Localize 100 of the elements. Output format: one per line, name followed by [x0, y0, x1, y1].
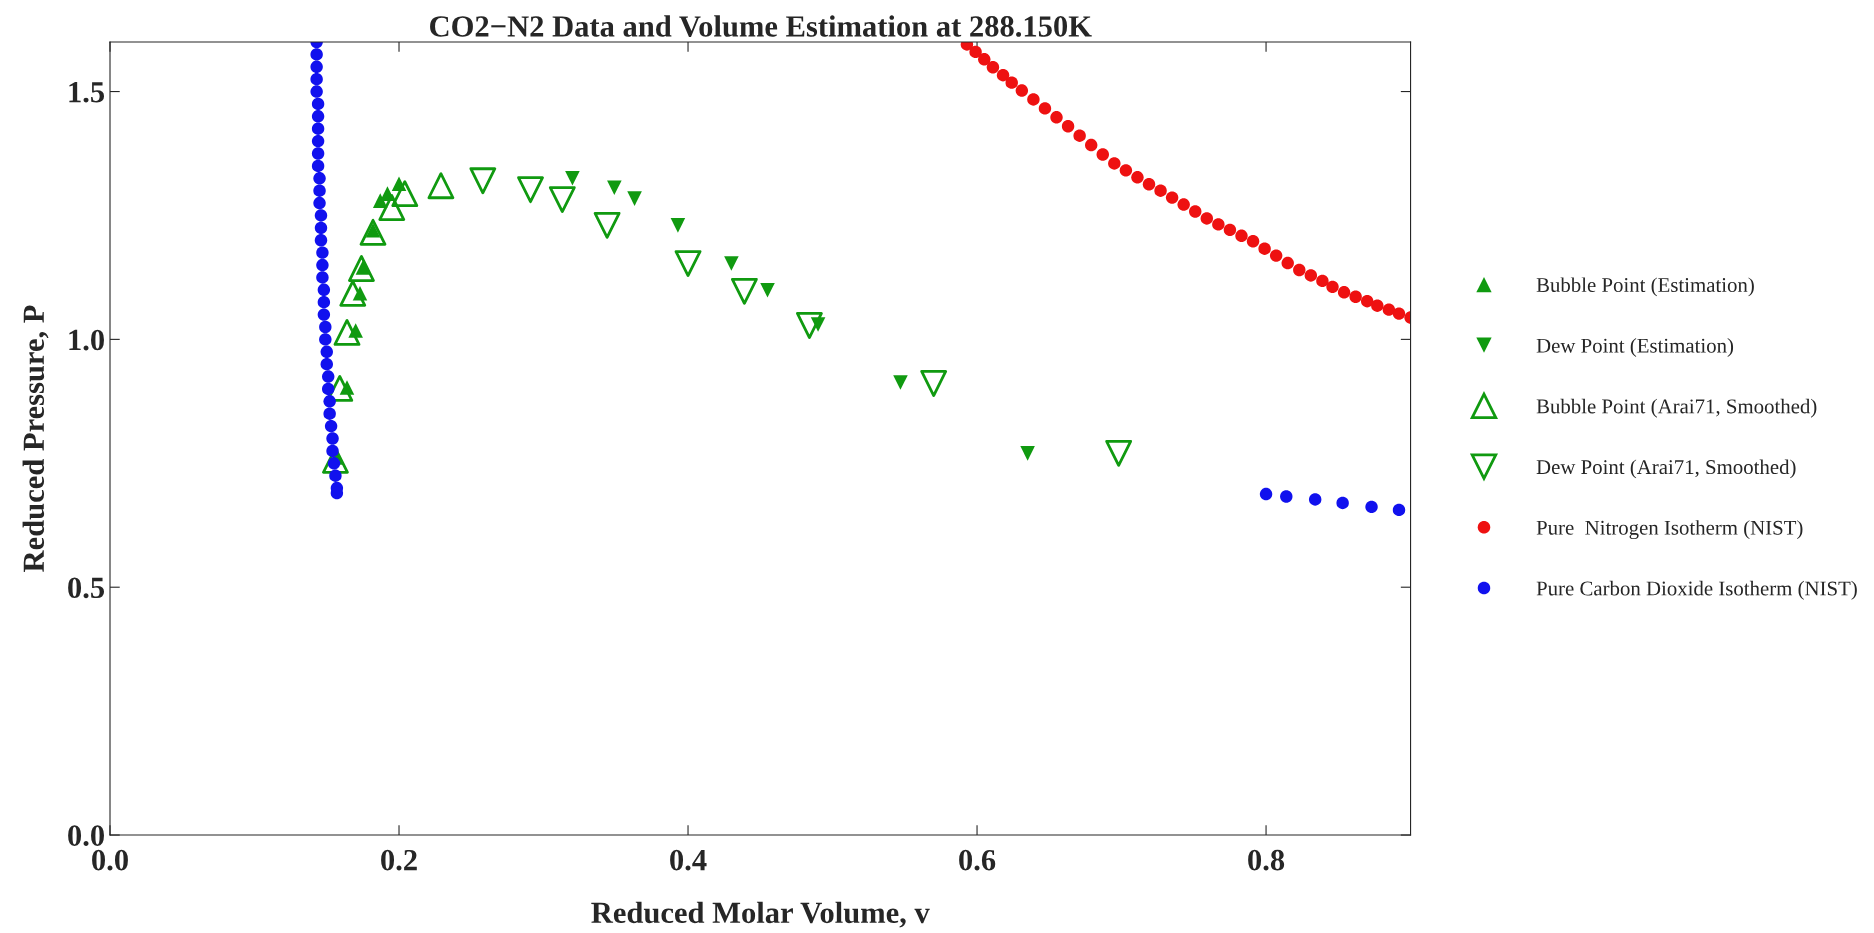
point: [323, 395, 336, 408]
point: [986, 61, 1000, 74]
point: [1336, 496, 1349, 510]
x-tick-label: 0.8: [1248, 849, 1285, 871]
point: [333, 319, 361, 346]
point: [760, 283, 775, 298]
point: [730, 277, 758, 305]
point: [893, 375, 908, 390]
legend-label: Pure Nitrogen Isotherm (NIST): [1536, 520, 1803, 540]
point: [1281, 256, 1294, 270]
point: [310, 72, 323, 86]
point: [324, 419, 338, 433]
point: [314, 221, 328, 235]
point: [322, 382, 335, 396]
y-tick-label: 0.5: [68, 577, 105, 599]
point: [1108, 157, 1121, 170]
x-axis-title: Reduced Molar Volume, v: [591, 901, 930, 928]
point: [314, 209, 328, 222]
point: [796, 312, 823, 339]
point: [316, 246, 329, 259]
y-tick-label: 0.0: [68, 825, 104, 847]
point: [316, 271, 329, 284]
point: [1392, 503, 1406, 517]
point: [310, 48, 323, 61]
point: [1200, 212, 1214, 225]
legend-label: Bubble Point (Estimation): [1536, 277, 1754, 297]
point: [1050, 111, 1063, 124]
point: [1308, 493, 1322, 506]
point: [317, 283, 331, 297]
point: [1119, 164, 1133, 177]
point: [322, 370, 335, 383]
point: [310, 60, 323, 73]
chart-title: CO2−N2 Data and Volume Estimation at 288.150K: [430, 15, 1092, 37]
legend-label: Bubble Point (Arai71, Smoothed): [1536, 398, 1817, 418]
y-tick-label: 1.0: [69, 329, 104, 351]
point: [1038, 102, 1052, 115]
x-tick-label: 0.4: [670, 849, 707, 871]
point: [313, 196, 326, 210]
point: [607, 180, 622, 195]
point: [320, 357, 333, 371]
point: [1259, 487, 1273, 501]
point: [1177, 198, 1190, 211]
point: [1371, 299, 1384, 312]
point: [311, 147, 325, 160]
point: [627, 191, 642, 206]
point: [1304, 269, 1318, 282]
x-tick-label: 0.2: [381, 849, 417, 871]
x-tick-label: 0.6: [959, 849, 996, 871]
point: [1349, 290, 1362, 303]
point: [378, 194, 406, 221]
point: [427, 172, 455, 200]
point: [339, 279, 367, 307]
point: [1223, 223, 1237, 237]
point: [1154, 184, 1167, 197]
point: [326, 444, 339, 458]
y-axis-title: Reduced Pressure, P: [22, 305, 49, 572]
point: [359, 218, 387, 246]
point: [1189, 205, 1202, 218]
point: [348, 255, 375, 282]
point: [1212, 218, 1225, 231]
point: [311, 110, 325, 123]
point: [314, 234, 328, 247]
legend-label: Dew Point (Estimation): [1536, 338, 1734, 357]
point: [317, 308, 331, 321]
point: [1392, 307, 1406, 320]
point: [674, 250, 702, 277]
point: [1105, 439, 1133, 467]
point: [1084, 138, 1098, 152]
point: [920, 370, 948, 397]
point: [329, 469, 342, 482]
point: [1361, 295, 1374, 308]
point: [310, 85, 323, 98]
point: [1142, 178, 1156, 191]
point: [391, 180, 419, 208]
point: [1293, 263, 1306, 277]
point: [593, 211, 621, 239]
point: [1015, 84, 1029, 97]
point: [320, 345, 333, 358]
point: [969, 45, 982, 59]
point: [311, 134, 325, 148]
point: [1165, 191, 1179, 204]
point: [1382, 303, 1396, 316]
point: [1365, 500, 1378, 514]
point: [313, 184, 326, 197]
point: [1027, 93, 1040, 106]
point: [319, 333, 332, 346]
point: [1061, 120, 1075, 133]
point: [1269, 249, 1283, 262]
point: [1326, 280, 1339, 294]
point: [1258, 242, 1271, 255]
point: [323, 407, 336, 420]
legend-label: Pure Carbon Dioxide Isotherm (NIST): [1536, 580, 1857, 600]
point: [1005, 76, 1018, 89]
y-tick-label: 1.5: [69, 81, 105, 103]
point: [316, 258, 329, 272]
point: [311, 97, 325, 111]
point: [311, 122, 325, 135]
point: [311, 159, 325, 173]
point: [1280, 490, 1293, 503]
point: [1337, 286, 1351, 299]
